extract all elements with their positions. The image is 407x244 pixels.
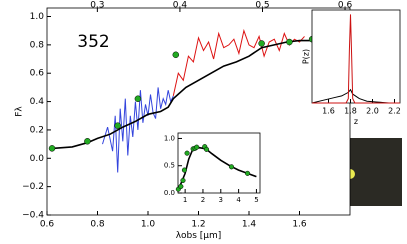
y-tick-label: 0.0 (164, 189, 175, 197)
y-tick-label: 1.0 (164, 134, 175, 142)
x2-tick-label: 0.3 (90, 1, 104, 11)
x2-tick-label: 0.5 (255, 1, 269, 11)
data-point (203, 146, 210, 152)
x-tick-label: 2 (201, 196, 205, 204)
y-axis-label: Fλ (15, 106, 25, 117)
data-point (178, 183, 184, 190)
x-axis-label: z (354, 117, 358, 126)
data-point (84, 138, 91, 145)
data-point (134, 95, 142, 102)
y-tick-label: −0.2 (22, 182, 44, 192)
data-point (48, 145, 56, 152)
x2-tick-label: 0.6 (338, 1, 353, 11)
y-axis-label: P(z) (302, 49, 311, 64)
data-point (172, 51, 180, 59)
x-tick-label: 1.6 (292, 220, 307, 230)
series-line (311, 88, 400, 104)
data-point (181, 167, 187, 173)
y-tick-label: 0.4 (30, 97, 45, 107)
y-tick-label: 1.0 (30, 12, 45, 22)
series-line (102, 87, 174, 173)
x-tick-label: 2.2 (388, 107, 401, 116)
data-point (114, 122, 121, 129)
x-tick-label: 3 (219, 196, 223, 204)
x-tick-label: 2.0 (366, 107, 379, 116)
x-tick-label: 0.6 (40, 220, 55, 230)
data-point (258, 40, 265, 47)
x-tick-label: 4 (236, 196, 241, 204)
series-line (312, 14, 400, 104)
x-tick-label: 1.0 (141, 220, 156, 230)
x2-tick-label: 0.4 (173, 1, 188, 11)
data-point (184, 150, 190, 156)
data-point (244, 170, 251, 176)
plot-frame (311, 9, 401, 104)
y-tick-label: 0.6 (30, 69, 45, 79)
series-line (52, 37, 351, 150)
data-point (194, 144, 200, 150)
x-tick-label: 0.8 (90, 220, 105, 230)
y-tick-label: 0.8 (30, 40, 45, 50)
data-point (286, 38, 293, 46)
y-tick-label: 0.5 (164, 162, 175, 170)
y-tick-label: −0.4 (22, 211, 44, 221)
x-tick-label: 1.2 (191, 220, 205, 230)
x-tick-label: 1 (183, 196, 187, 204)
annotation: 352 (77, 32, 109, 52)
x-tick-label: 1.8 (344, 107, 357, 116)
data-point (180, 177, 186, 184)
x-tick-label: 1.4 (242, 220, 257, 230)
data-point (228, 164, 235, 170)
x-tick-label: 5 (254, 196, 258, 204)
y-tick-label: 0.2 (30, 125, 44, 135)
x-tick-label: 1.6 (322, 107, 335, 116)
x-axis-label: λobs [μm] (176, 231, 222, 241)
y-tick-label: 0.0 (30, 154, 45, 164)
series-line (172, 28, 305, 97)
plot-frame (177, 132, 261, 194)
